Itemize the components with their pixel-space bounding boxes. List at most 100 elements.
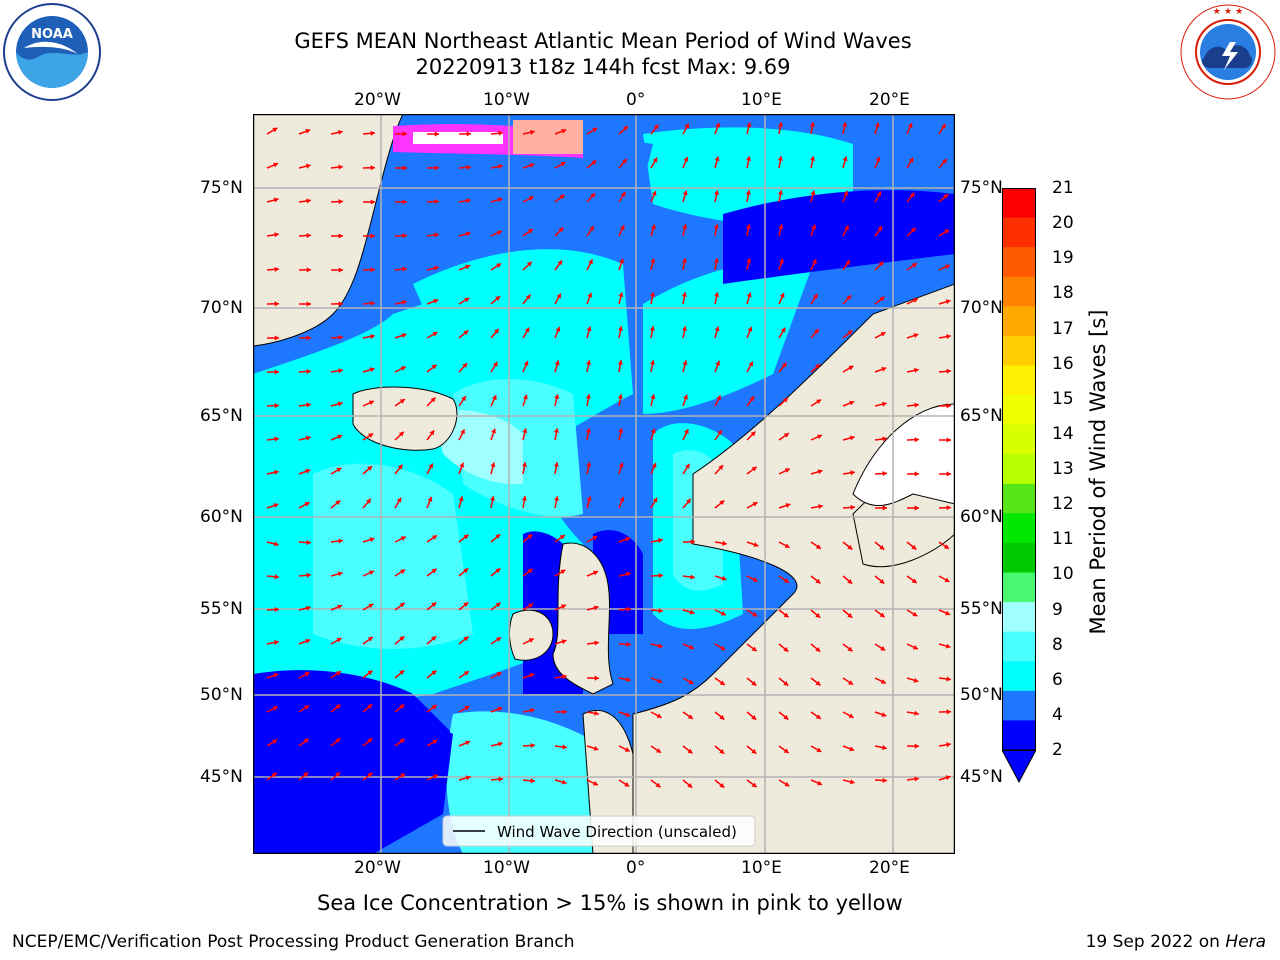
lon-label-top: 10°W <box>483 90 530 110</box>
wave-direction-arrowhead <box>306 301 311 307</box>
wave-direction-arrowhead <box>369 367 375 373</box>
colorbar-segment <box>1002 483 1036 514</box>
wave-direction-arrowhead <box>521 462 527 467</box>
wave-direction-arrowhead <box>751 646 757 652</box>
wave-direction-arrowhead <box>273 503 279 508</box>
wave-direction-arrowhead <box>784 543 790 548</box>
lat-label-left: 45°N <box>200 767 243 787</box>
wave-direction-arrowhead <box>946 676 951 682</box>
colorbar-segment <box>1002 631 1036 662</box>
wave-direction-arrowhead <box>431 602 437 608</box>
wave-band-4-6 <box>643 261 813 414</box>
wave-direction-arrowhead <box>528 638 534 643</box>
wave-direction-arrowhead <box>720 610 726 616</box>
wave-direction-arrowhead <box>652 497 658 503</box>
wave-direction-arrowhead <box>463 330 469 336</box>
wave-direction-arrowhead <box>434 165 439 171</box>
wave-direction-arrowhead <box>684 463 690 469</box>
wave-band-4-6 <box>413 249 633 454</box>
wave-direction-arrowhead <box>751 748 757 754</box>
lon-label-bottom: 20°W <box>354 858 401 878</box>
wave-direction-arrowhead <box>303 738 309 744</box>
wave-direction-arrowhead <box>751 466 757 472</box>
colorbar-segment <box>1002 365 1036 396</box>
wave-direction-arrowhead <box>687 714 693 719</box>
svg-text:★ ★ ★: ★ ★ ★ <box>1213 7 1243 17</box>
wave-direction-arrowhead <box>465 231 471 237</box>
wave-direction-arrowhead <box>811 224 816 230</box>
lat-label-right: 45°N <box>960 767 1003 787</box>
wave-direction-arrowhead <box>715 122 721 128</box>
wave-direction-arrowhead <box>909 192 915 198</box>
wave-direction-arrowhead <box>592 780 598 786</box>
wave-direction-arrowhead <box>946 437 951 443</box>
wave-direction-arrowhead <box>751 714 757 720</box>
colorbar-extend-triangle <box>1001 749 1037 784</box>
wave-direction-arrowhead <box>750 431 756 437</box>
colorbar-tick-label: 21 <box>1052 178 1074 198</box>
wave-direction-arrowhead <box>877 226 883 232</box>
wave-direction-arrowhead <box>305 638 311 644</box>
wave-direction-arrowhead <box>306 198 311 204</box>
wave-direction-arrowhead <box>555 326 561 332</box>
graticule <box>253 114 955 854</box>
wave-direction-arrowhead <box>814 328 819 334</box>
wave-direction-arrowhead <box>745 190 751 195</box>
wave-direction-arrowhead <box>817 780 823 786</box>
wave-direction-arrowhead <box>882 470 887 477</box>
wave-direction-arrowhead <box>369 537 375 543</box>
wave-direction-arrowhead <box>784 781 790 787</box>
wave-direction-arrowhead <box>370 267 375 273</box>
wave-direction-arrowhead <box>306 368 311 375</box>
wave-direction-arrowhead <box>338 129 343 135</box>
wave-direction-arrowhead <box>306 572 311 578</box>
wave-band-6-8 <box>313 463 473 649</box>
wave-direction-arrowhead <box>882 436 887 442</box>
wave-direction-arrowhead <box>273 673 279 678</box>
wave-direction-arrowhead <box>688 679 694 685</box>
wave-direction-arrowhead <box>722 540 727 546</box>
wave-direction-arrowhead <box>624 781 630 787</box>
wave-direction-arrowhead <box>618 462 624 468</box>
wave-direction-arrowhead <box>810 190 816 196</box>
colorbar-tick-label: 6 <box>1052 669 1063 690</box>
wave-direction-arrowhead <box>946 368 951 374</box>
wave-direction-arrowhead <box>713 224 719 229</box>
wave-direction-arrowhead <box>719 782 725 788</box>
wave-direction-arrowhead <box>783 714 789 720</box>
wave-direction-arrowhead <box>843 190 849 196</box>
wave-direction-arrowhead <box>746 258 752 264</box>
wave-direction-arrowhead <box>914 743 919 749</box>
wave-direction-arrowhead <box>815 364 821 369</box>
wave-direction-arrowhead <box>562 744 567 750</box>
wave-direction-arrowhead <box>335 500 341 506</box>
wave-direction-arrowhead <box>274 369 279 375</box>
wave-direction-arrowhead <box>556 293 561 299</box>
wave-direction-arrowhead <box>687 748 693 754</box>
wave-direction-arrowhead <box>304 705 310 710</box>
land-europe <box>632 283 956 855</box>
colorbar-tick-label: 17 <box>1052 318 1074 339</box>
wave-direction-arrowhead <box>914 471 919 477</box>
wave-direction-arrowhead <box>458 496 464 502</box>
wave-direction-arrowhead <box>370 130 375 136</box>
wave-direction-arrowhead <box>432 739 438 745</box>
wave-direction-arrowhead <box>783 748 789 753</box>
wave-direction-arrowhead <box>914 402 919 408</box>
lat-label-left: 70°N <box>200 298 243 318</box>
wave-direction-arrowhead <box>274 266 279 272</box>
wave-direction-arrowhead <box>273 162 279 168</box>
wave-direction-arrowhead <box>946 403 951 409</box>
wave-direction-arrowhead <box>587 292 593 298</box>
wave-direction-arrowhead <box>945 775 951 781</box>
wave-direction-arrowhead <box>619 225 625 231</box>
wave-direction-arrowhead <box>554 360 560 366</box>
wave-direction-arrowhead <box>622 158 627 164</box>
wave-direction-arrowhead <box>657 678 663 684</box>
wave-direction-arrowhead <box>783 680 789 686</box>
wave-direction-arrowhead <box>367 704 373 710</box>
wave-direction-arrowhead <box>656 748 662 753</box>
wave-direction-arrowhead <box>720 645 726 651</box>
wave-direction-arrowhead <box>591 160 597 166</box>
wave-direction-arrowhead <box>844 225 849 231</box>
